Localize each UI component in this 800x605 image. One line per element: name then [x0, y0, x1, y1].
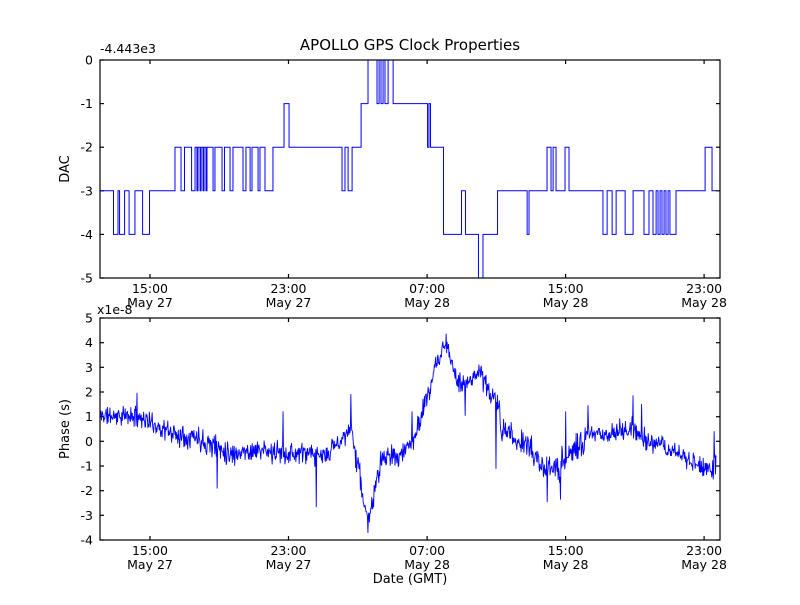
- phase-y-axis-label: Phase (s): [58, 399, 73, 459]
- chart-title: APOLLO GPS Clock Properties: [300, 36, 520, 54]
- x-tick-label-time: 23:00: [270, 543, 306, 558]
- y-tick-label: 0: [85, 434, 93, 449]
- axes-frame: [99, 317, 721, 541]
- y-tick-label: 2: [85, 385, 93, 400]
- y-tick-label: 4: [85, 335, 93, 350]
- y-tick-label: -4: [81, 227, 94, 242]
- x-tick-label-time: 15:00: [548, 543, 584, 558]
- x-tick-label-time: 07:00: [409, 281, 445, 296]
- y-tick-label: -1: [81, 96, 93, 111]
- x-axis-label: Date (GMT): [373, 572, 448, 587]
- x-tick-label-date: May 27: [266, 557, 312, 572]
- x-tick-label-date: May 27: [127, 557, 173, 572]
- x-tick-label-time: 15:00: [548, 281, 584, 296]
- y-tick-label: -2: [81, 483, 93, 498]
- dac-step-line: [100, 59, 717, 279]
- x-tick-label-time: 15:00: [132, 543, 168, 558]
- x-tick-label-date: May 28: [681, 557, 727, 572]
- y-tick-label: -3: [81, 183, 93, 198]
- y-tick-label: -4: [81, 533, 94, 548]
- y-tick-label: -5: [81, 271, 93, 286]
- phase-offset-label: x1e-8: [97, 302, 133, 317]
- x-tick-label-time: 15:00: [132, 281, 168, 296]
- dac-y-axis-label: DAC: [58, 155, 73, 183]
- axes-frame: [99, 59, 721, 279]
- x-tick-label-date: May 28: [681, 295, 727, 310]
- x-tick-label-date: May 28: [404, 557, 450, 572]
- y-tick-label: 1: [85, 409, 93, 424]
- x-tick-label-date: May 27: [127, 295, 173, 310]
- x-tick-label-date: May 28: [543, 557, 589, 572]
- y-tick-label: 0: [85, 53, 93, 68]
- x-tick-label-date: May 28: [404, 295, 450, 310]
- y-tick-label: -2: [81, 140, 93, 155]
- phase-noise-line: [99, 333, 717, 534]
- x-tick-label-date: May 27: [266, 295, 312, 310]
- x-tick-label-time: 23:00: [686, 281, 722, 296]
- x-tick-label-time: 23:00: [686, 543, 722, 558]
- y-tick-label: 3: [85, 360, 93, 375]
- x-tick-label-time: 23:00: [270, 281, 306, 296]
- dac-offset-label: -4.443e3: [100, 41, 156, 56]
- y-tick-label: 5: [85, 311, 93, 326]
- y-tick-label: -3: [81, 508, 93, 523]
- y-tick-label: -1: [81, 459, 93, 474]
- x-tick-label-time: 07:00: [409, 543, 445, 558]
- x-tick-label-date: May 28: [543, 295, 589, 310]
